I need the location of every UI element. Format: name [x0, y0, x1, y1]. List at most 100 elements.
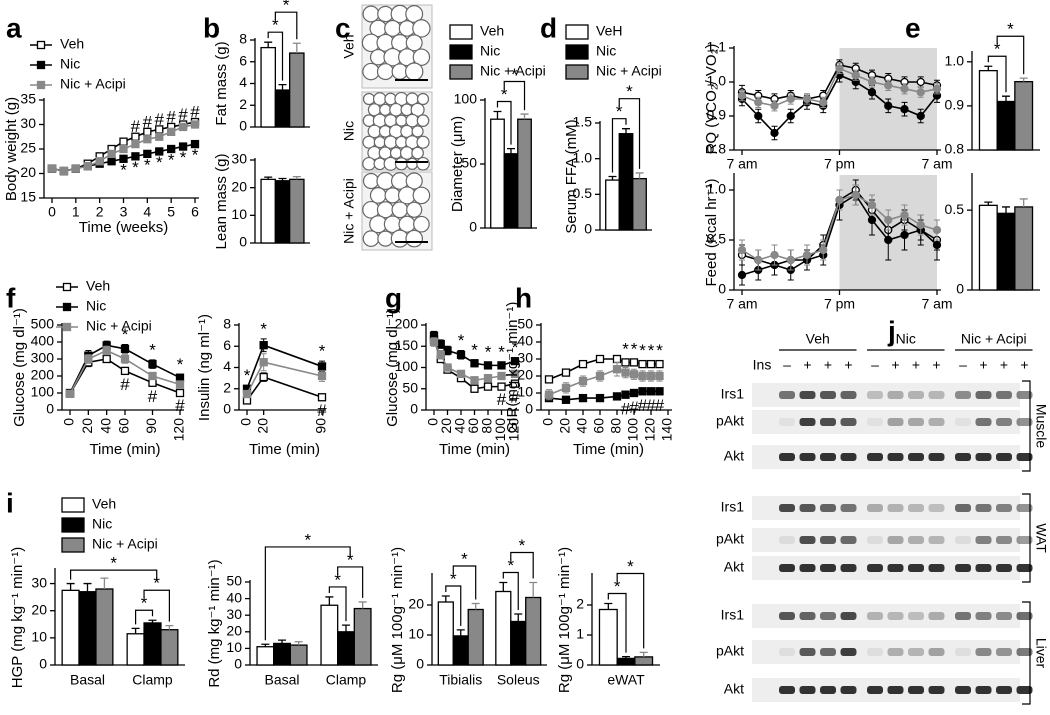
y-tick-label: 200	[395, 316, 419, 332]
blot-band	[975, 612, 992, 620]
data-point	[612, 354, 622, 364]
data-point	[470, 376, 479, 385]
bar	[517, 118, 532, 229]
data-point	[497, 361, 506, 370]
blot-band	[1016, 564, 1033, 572]
error-bar	[984, 201, 993, 206]
blot-row-label: pAkt	[716, 643, 744, 659]
data-point	[483, 373, 493, 383]
data-point	[621, 390, 630, 399]
bar	[618, 133, 634, 231]
data-point	[595, 354, 605, 364]
treatment-sign: –	[783, 357, 791, 373]
y-axis-label: Serum FFA (mM)	[563, 119, 580, 233]
error-bar	[514, 613, 523, 622]
data-point	[317, 371, 327, 381]
blot-strip	[752, 528, 1020, 552]
data-point	[916, 220, 925, 230]
data-point	[646, 387, 656, 396]
x-tick-label: 7 am	[726, 296, 757, 312]
blot-band	[799, 564, 816, 572]
blot-band	[908, 612, 924, 620]
blot-band	[928, 564, 945, 572]
blot-band	[975, 504, 992, 512]
data-point	[483, 361, 493, 370]
blot-band	[799, 391, 816, 399]
y-axis-label: Diameter (μm)	[449, 116, 466, 212]
y-tick-label: 40	[517, 333, 533, 349]
bar	[634, 656, 654, 666]
y-tick-label: 0.5	[945, 201, 965, 217]
data-point	[819, 245, 828, 255]
y-tick-label: 10	[408, 626, 424, 642]
data-point	[119, 154, 128, 163]
data-point	[470, 359, 479, 368]
blot-band	[867, 391, 883, 399]
data-point	[900, 230, 909, 240]
blot-band	[928, 418, 945, 426]
y-tick-label: 0	[223, 401, 231, 417]
error-bar	[639, 651, 648, 657]
significance-mark: *	[177, 355, 184, 374]
blot-band	[908, 453, 924, 461]
blot-band	[928, 453, 945, 461]
panel-letter: d	[540, 12, 557, 43]
adipocyte	[395, 114, 408, 127]
data-point	[148, 371, 157, 381]
series-line	[69, 349, 181, 395]
significance-bracket	[143, 589, 170, 622]
data-point	[819, 98, 828, 107]
treatment-sign: +	[912, 357, 920, 373]
y-tick-label: 400	[31, 333, 55, 349]
blot-strip	[752, 640, 1020, 664]
y-tick-label: 0	[956, 281, 964, 297]
adipocyte	[389, 146, 403, 160]
data-point	[629, 358, 639, 367]
y-tick-label: 20	[408, 596, 424, 612]
y-tick-label: 4	[223, 358, 231, 374]
data-point	[242, 389, 252, 399]
blot-strip	[752, 604, 1020, 628]
significance-bracket	[135, 609, 154, 625]
significance-mark: *	[132, 158, 139, 177]
data-point	[131, 152, 140, 161]
blot-band	[779, 453, 795, 461]
bar	[274, 89, 291, 128]
x-tick-label: 60	[465, 418, 481, 434]
adipocyte	[369, 187, 387, 204]
legend-label: Nic	[60, 56, 80, 72]
x-tick-label: 60	[591, 418, 607, 434]
data-point	[544, 375, 554, 384]
blot-band	[996, 453, 1012, 461]
adipocyte	[373, 136, 386, 149]
y-tick-label: 1.0	[945, 53, 965, 69]
legend-label: Nic	[86, 298, 106, 314]
blot-band	[955, 536, 971, 544]
data-point	[143, 135, 152, 144]
blot-row-label: Akt	[724, 681, 744, 697]
data-point	[867, 200, 877, 210]
treatment-sign: +	[891, 357, 899, 373]
blot-band	[820, 686, 836, 694]
y-tick-label: 6	[239, 52, 247, 68]
blot-band	[820, 564, 836, 572]
data-point	[638, 387, 647, 396]
bar	[452, 635, 469, 666]
adipocyte	[412, 186, 431, 205]
blot-band	[779, 536, 795, 544]
data-point	[835, 195, 844, 205]
y-tick-label: 0	[410, 401, 418, 417]
adipocyte	[412, 48, 431, 66]
data-point	[259, 372, 268, 382]
data-point	[175, 380, 185, 389]
y-tick-label: 0	[239, 234, 247, 250]
bar	[260, 178, 276, 244]
group-label: Nic	[896, 331, 916, 347]
blot-band	[840, 612, 857, 620]
blot-band	[1016, 536, 1033, 544]
data-point	[436, 339, 445, 349]
blot-band	[955, 418, 971, 426]
blot-band	[1016, 453, 1033, 461]
y-tick-label: 0.5	[573, 185, 593, 201]
bar	[337, 631, 355, 666]
